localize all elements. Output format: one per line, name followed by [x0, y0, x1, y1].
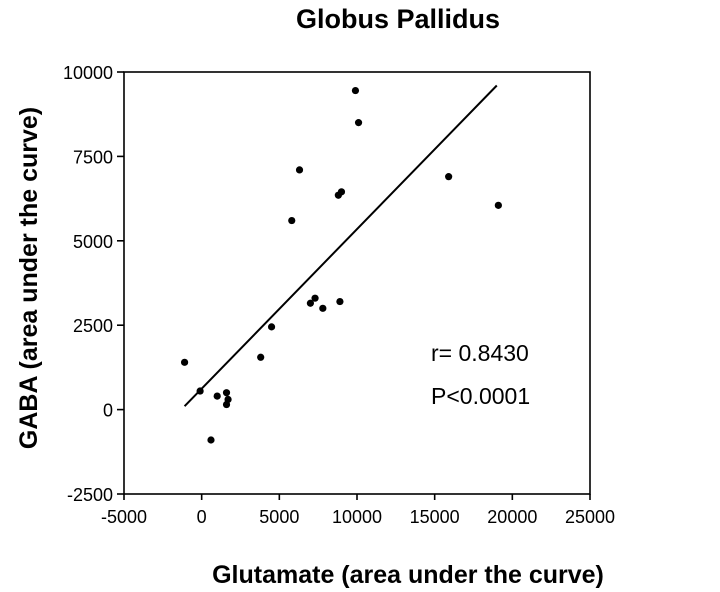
data-point	[306, 299, 314, 307]
y-axis: -2500 0 2500 5000 7500 10000	[63, 63, 124, 505]
y-tick-label: 5000	[73, 232, 113, 252]
data-point	[222, 389, 231, 397]
data-point	[319, 304, 327, 312]
data-point	[445, 173, 453, 181]
data-point	[351, 86, 360, 95]
x-tick-label: 0	[197, 507, 207, 527]
y-tick-label: 2500	[73, 316, 113, 336]
x-axis: -5000 0 5000 10000 15000 20000 25000	[101, 494, 615, 527]
x-tick-label: 20000	[487, 507, 537, 527]
y-tick-label: -2500	[67, 485, 113, 505]
x-tick-label: 15000	[410, 507, 460, 527]
correlation-annotation: r= 0.8430	[431, 340, 529, 366]
regression-line	[183, 84, 498, 407]
data-point	[257, 353, 265, 361]
x-tick-label: -5000	[101, 507, 147, 527]
plot-frame	[123, 71, 591, 495]
data-point	[180, 358, 189, 366]
y-tick-label: 0	[103, 401, 113, 421]
x-tick-label: 5000	[259, 507, 299, 527]
data-point	[288, 216, 296, 225]
data-point	[336, 297, 344, 306]
y-axis-label: GABA (area under the curve)	[15, 107, 43, 449]
data-point	[222, 400, 231, 409]
y-tick-label: 10000	[63, 63, 113, 83]
data-point	[267, 323, 276, 331]
p-value-annotation: P<0.0001	[431, 383, 530, 409]
data-point	[354, 119, 363, 127]
data-point	[196, 387, 204, 395]
data-point	[207, 436, 215, 444]
x-tick-label: 10000	[332, 507, 382, 527]
data-point	[295, 166, 304, 174]
data-points	[180, 86, 502, 444]
data-point	[337, 188, 346, 196]
x-tick-label: 25000	[565, 507, 615, 527]
data-point	[213, 392, 221, 400]
y-tick-label: 7500	[73, 147, 113, 167]
data-point	[311, 294, 319, 302]
x-axis-label: Glutamate (area under the curve)	[212, 561, 604, 589]
data-point	[494, 201, 502, 209]
chart-title: Globus Pallidus	[296, 4, 500, 34]
